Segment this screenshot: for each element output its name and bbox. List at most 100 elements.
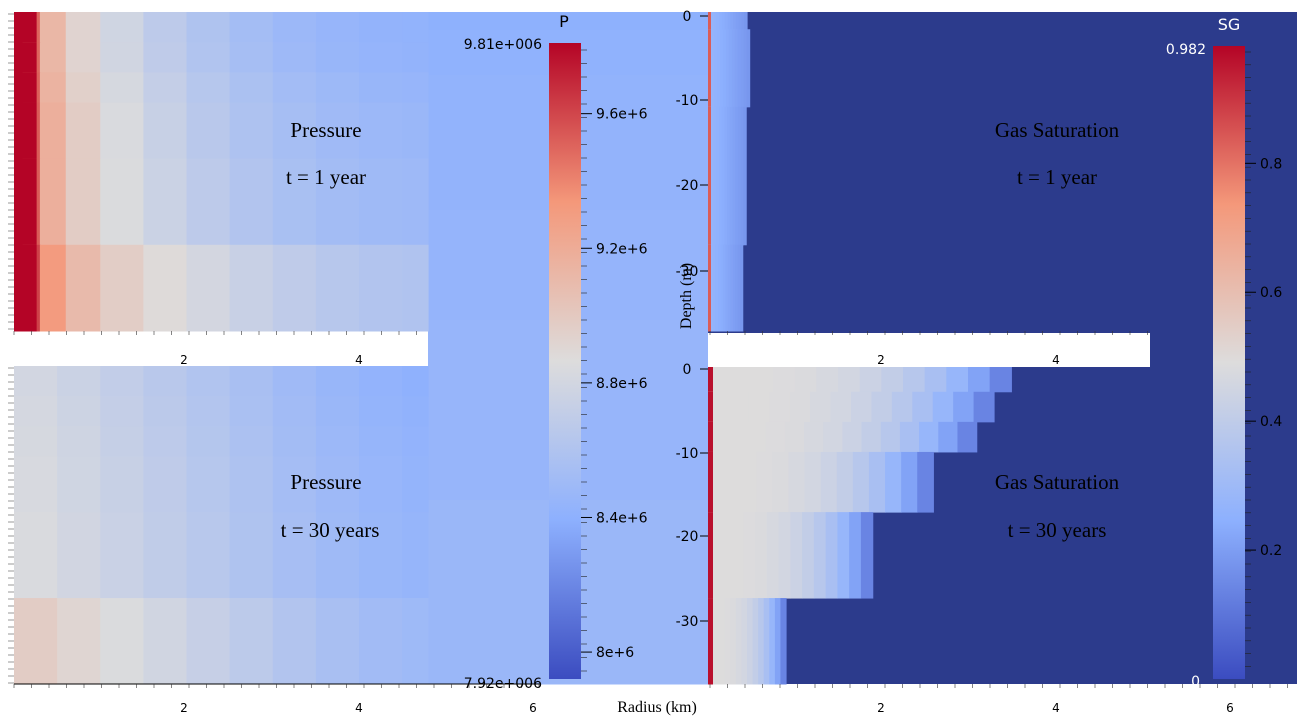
- gas-saturation-cell: [957, 421, 978, 453]
- pressure-cell: [229, 12, 274, 43]
- pressure-well-cell: [14, 42, 37, 73]
- pressure-cell: [315, 42, 360, 73]
- pressure-cell: [143, 158, 188, 246]
- gas-saturation-cell: [737, 244, 741, 332]
- pressure-cell: [359, 12, 403, 43]
- gas-saturation-cell: [708, 366, 731, 393]
- gas-saturation-cell: [710, 29, 715, 108]
- pressure-cell: [229, 512, 274, 599]
- pressure-cell: [402, 456, 429, 513]
- gas-saturation-cell: [743, 106, 747, 246]
- gas-saturation-cell: [735, 244, 739, 332]
- gas-saturation-cell: [784, 421, 805, 453]
- pressure-cell: [229, 42, 274, 73]
- gas-saturation-cell: [816, 366, 839, 393]
- gas-saturation-cell: [804, 451, 822, 513]
- annotation-gas-saturation-2: Gas Saturation: [995, 470, 1120, 494]
- pressure-cell: [315, 456, 360, 513]
- pressure-panel-30-years: [14, 366, 429, 685]
- pressure-cell: [359, 512, 403, 599]
- pressure-cell: [272, 598, 317, 685]
- gas-saturation-cell: [716, 12, 720, 30]
- pressure-cell: [39, 42, 67, 73]
- gas-saturation-cell: [789, 391, 811, 423]
- pressure-cell: [100, 598, 144, 685]
- gas-saturation-cell: [740, 106, 745, 246]
- tick-label-p-top-x1: 4: [355, 353, 363, 367]
- pressure-cell: [14, 366, 58, 397]
- pressure-cell: [57, 426, 101, 457]
- pressure-cell: [315, 72, 360, 104]
- gas-saturation-cell: [730, 244, 734, 332]
- gas-saturation-cell: [851, 391, 873, 423]
- pressure-cell: [65, 72, 101, 104]
- pressure-cell: [143, 396, 188, 427]
- gas-saturation-cell: [740, 451, 757, 513]
- gas-saturation-cell: [751, 366, 774, 393]
- pressure-cell: [229, 456, 274, 513]
- gas-saturation-cell: [852, 451, 870, 513]
- gas-saturation-cell: [880, 421, 901, 453]
- pressure-cell: [229, 396, 274, 427]
- gas-saturation-cell: [868, 451, 886, 513]
- gas-saturation-cell: [766, 512, 780, 599]
- pressure-cell: [57, 366, 101, 397]
- pressure-cell: [359, 598, 403, 685]
- gas-saturation-cell: [769, 391, 791, 423]
- pressure-cell: [229, 158, 274, 246]
- pressure-cell: [315, 12, 360, 43]
- gas-saturation-cell: [838, 366, 861, 393]
- gas-saturation-tick-label: 0.6: [1260, 285, 1282, 301]
- gas-saturation-cell: [732, 244, 736, 332]
- pressure-cell: [229, 244, 274, 332]
- gas-saturation-colorbar-max: 0.982: [1166, 42, 1206, 58]
- gas-saturation-cell: [724, 106, 728, 246]
- depth-tick-top-0: 0: [683, 9, 692, 25]
- gas-saturation-cell: [803, 421, 824, 453]
- gas-saturation-cell: [989, 366, 1012, 393]
- gas-saturation-cell: [802, 512, 815, 599]
- gas-saturation-cell: [740, 29, 745, 108]
- pressure-colorbar-title: P: [559, 12, 569, 31]
- gas-saturation-cell: [938, 421, 959, 453]
- pressure-cell: [359, 42, 403, 73]
- pressure-cell: [100, 42, 144, 73]
- gas-saturation-tick-label: 0.8: [1260, 156, 1282, 172]
- tick-label-sg-bot-x1: 4: [1052, 701, 1060, 715]
- gas-saturation-cell: [912, 391, 934, 423]
- pressure-cell: [272, 158, 317, 246]
- gas-saturation-cell: [720, 244, 724, 332]
- gas-saturation-cell: [871, 391, 893, 423]
- pressure-cell: [315, 244, 360, 332]
- pressure-cell: [100, 158, 144, 246]
- gas-saturation-cell: [825, 512, 838, 599]
- depth-tick-bot-10: -10: [676, 446, 699, 462]
- pressure-tick-label: 8e+6: [596, 645, 634, 661]
- pressure-cell: [315, 598, 360, 685]
- gas-saturation-cell: [719, 12, 723, 30]
- gas-saturation-cell: [722, 244, 726, 332]
- annotation-gas-time-1-year: t = 1 year: [1017, 165, 1097, 189]
- pressure-cell: [186, 42, 231, 73]
- pressure-cell: [186, 598, 231, 685]
- gas-saturation-cell: [903, 366, 926, 393]
- pressure-colorbar: [549, 43, 581, 679]
- radius-axis-label: Radius (km): [617, 699, 697, 716]
- pressure-cell: [100, 512, 144, 599]
- gas-saturation-cell: [713, 29, 718, 108]
- pressure-background-cell: [428, 12, 708, 31]
- pressure-cell: [65, 102, 101, 160]
- pressure-cell: [402, 396, 429, 427]
- gas-saturation-well-cell: [708, 12, 711, 30]
- pressure-cell: [359, 72, 403, 104]
- gas-saturation-tick-label: 0.4: [1260, 414, 1282, 430]
- gas-saturation-tick-label: 0.2: [1260, 543, 1282, 559]
- gas-saturation-cell: [836, 451, 854, 513]
- gas-saturation-cell: [755, 512, 768, 599]
- gas-saturation-cell: [710, 106, 715, 246]
- gas-saturation-cell: [919, 421, 939, 453]
- gas-saturation-well-cell: [708, 451, 713, 513]
- gas-saturation-cell: [719, 29, 724, 108]
- gas-saturation-cell: [724, 12, 729, 30]
